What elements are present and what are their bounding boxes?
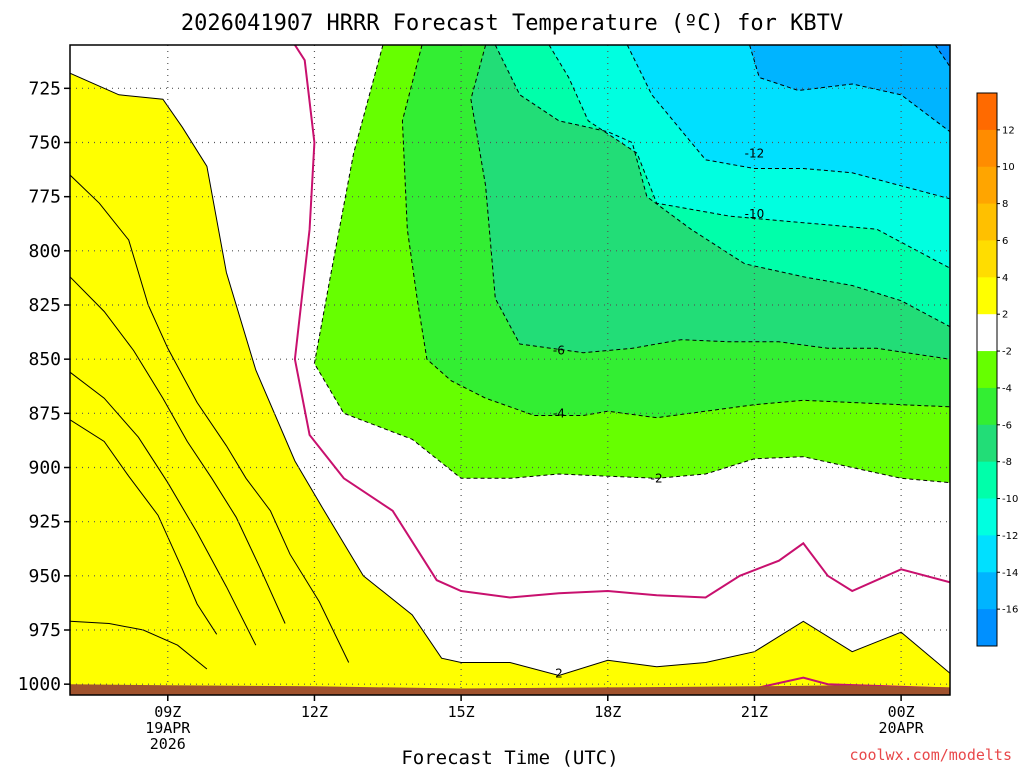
colorbar-label--4: -4 (1002, 383, 1012, 394)
y-tick-label-800: 800 (28, 241, 61, 262)
y-tick-label-975: 975 (28, 620, 61, 641)
temperature-fills (70, 45, 950, 691)
contour-line--14 (749, 45, 950, 133)
contour-label--2: -2 (651, 471, 663, 485)
contour-line-2 (70, 72, 950, 677)
x-tick-label-2026: 2026 (150, 735, 186, 753)
colorbar-swatch-7 (977, 351, 997, 389)
colorbar-swatch-13 (977, 572, 997, 610)
y-axis: 725 750 775 800 825 850 875 900 925 950 975 1000 (18, 78, 70, 695)
plot-frame (69, 44, 951, 696)
colorbar-swatch-9 (977, 424, 997, 463)
colorbar-label--6: -6 (1002, 420, 1012, 431)
colorbar-label-2: 2 (1002, 310, 1008, 321)
y-tick-label-925: 925 (28, 512, 61, 533)
colorbar-label--16: -16 (1002, 605, 1018, 616)
colorbar-swatch-14 (977, 609, 997, 647)
contour-label-2: 2 (555, 666, 563, 680)
x-tick-label-12Z: 12Z (301, 703, 328, 721)
colorbar-label-4: 4 (1002, 273, 1008, 284)
y-tick-label-725: 725 (28, 78, 61, 99)
colorbar-label--10: -10 (1002, 494, 1018, 505)
contour-label--12: -12 (745, 146, 765, 160)
x-tick-label-15Z: 15Z (448, 703, 475, 721)
colorbar-swatch-3 (977, 203, 997, 241)
ground-layer (70, 684, 950, 695)
temp-region-2 (70, 73, 950, 689)
contour-label--4: -4 (553, 406, 565, 420)
y-tick-label-825: 825 (28, 295, 61, 316)
colorbar: 12 10 8 6 4 2 -2 -4 -6 -8 -10 -12 -14 -16 (976, 92, 1018, 647)
chart-title: 2026041907 HRRR Forecast Temperature (ºC… (181, 11, 843, 36)
colorbar-swatch-2 (977, 166, 997, 205)
contour-line--2 (313, 45, 950, 484)
colorbar-swatch-0 (977, 93, 997, 131)
contour-line--6 (470, 45, 950, 360)
colorbar-swatch-12 (977, 535, 997, 573)
ground-fill (70, 684, 950, 695)
x-tick-label-20APR: 20APR (879, 719, 925, 737)
contour-line--10 (548, 45, 950, 269)
y-tick-label-950: 950 (28, 566, 61, 587)
contour-label--10: -10 (745, 207, 765, 221)
contour-labels: -12 -10 -6 -4 -2 2 (553, 146, 765, 680)
x-axis-label: Forecast Time (UTC) (401, 747, 618, 768)
colorbar-label--2: -2 (1002, 347, 1012, 358)
contour-line-8 (70, 371, 257, 646)
y-tick-label-875: 875 (28, 403, 61, 424)
credit-text[interactable]: coolwx.com/modelts (849, 746, 1012, 764)
contour-label--6: -6 (553, 344, 565, 358)
colorbar-swatch-4 (977, 240, 997, 278)
colorbar-label-6: 6 (1002, 236, 1008, 247)
colorbar-label-12: 12 (1002, 125, 1015, 136)
y-tick-label-750: 750 (28, 133, 61, 154)
colorbar-label-10: 10 (1002, 162, 1015, 173)
y-tick-label-775: 775 (28, 187, 61, 208)
colorbar-frame (976, 92, 998, 647)
colorbar-label--8: -8 (1002, 457, 1012, 468)
x-tick-label-19APR: 19APR (145, 719, 191, 737)
colorbar-label--14: -14 (1002, 568, 1018, 579)
colorbar-swatch-10 (977, 461, 997, 500)
contour-line-4 (70, 174, 350, 663)
temp-region--16 (935, 45, 950, 67)
contour-line--4 (401, 45, 950, 419)
contour-line-10 (70, 419, 218, 635)
colorbar-swatch-1 (977, 129, 997, 168)
temp-region--14 (749, 45, 950, 132)
colorbar-swatch-6 (977, 314, 997, 352)
contour-line--12 (626, 45, 950, 200)
contour-line-12 (70, 620, 208, 670)
colorbar-swatch-8 (977, 387, 997, 426)
y-tick-label-850: 850 (28, 349, 61, 370)
contour-line--16 (934, 45, 950, 67)
colorbar-label--12: -12 (1002, 531, 1018, 542)
x-tick-label-00Z: 00Z (888, 703, 915, 721)
y-tick-label-900: 900 (28, 458, 61, 479)
contour-line--8 (494, 45, 950, 328)
contour-lines (70, 45, 950, 677)
colorbar-label-8: 8 (1002, 199, 1008, 210)
contour-line-6 (70, 276, 286, 624)
x-tick-label-09Z: 09Z (154, 703, 181, 721)
x-tick-label-21Z: 21Z (741, 703, 768, 721)
colorbar-swatch-11 (977, 498, 997, 536)
y-tick-label-1000: 1000 (18, 674, 61, 695)
plot-area: -12 -10 -6 -4 -2 2 (70, 45, 950, 695)
colorbar-swatch-5 (977, 277, 997, 315)
freezing-line-upper (293, 45, 950, 599)
x-tick-label-18Z: 18Z (594, 703, 621, 721)
